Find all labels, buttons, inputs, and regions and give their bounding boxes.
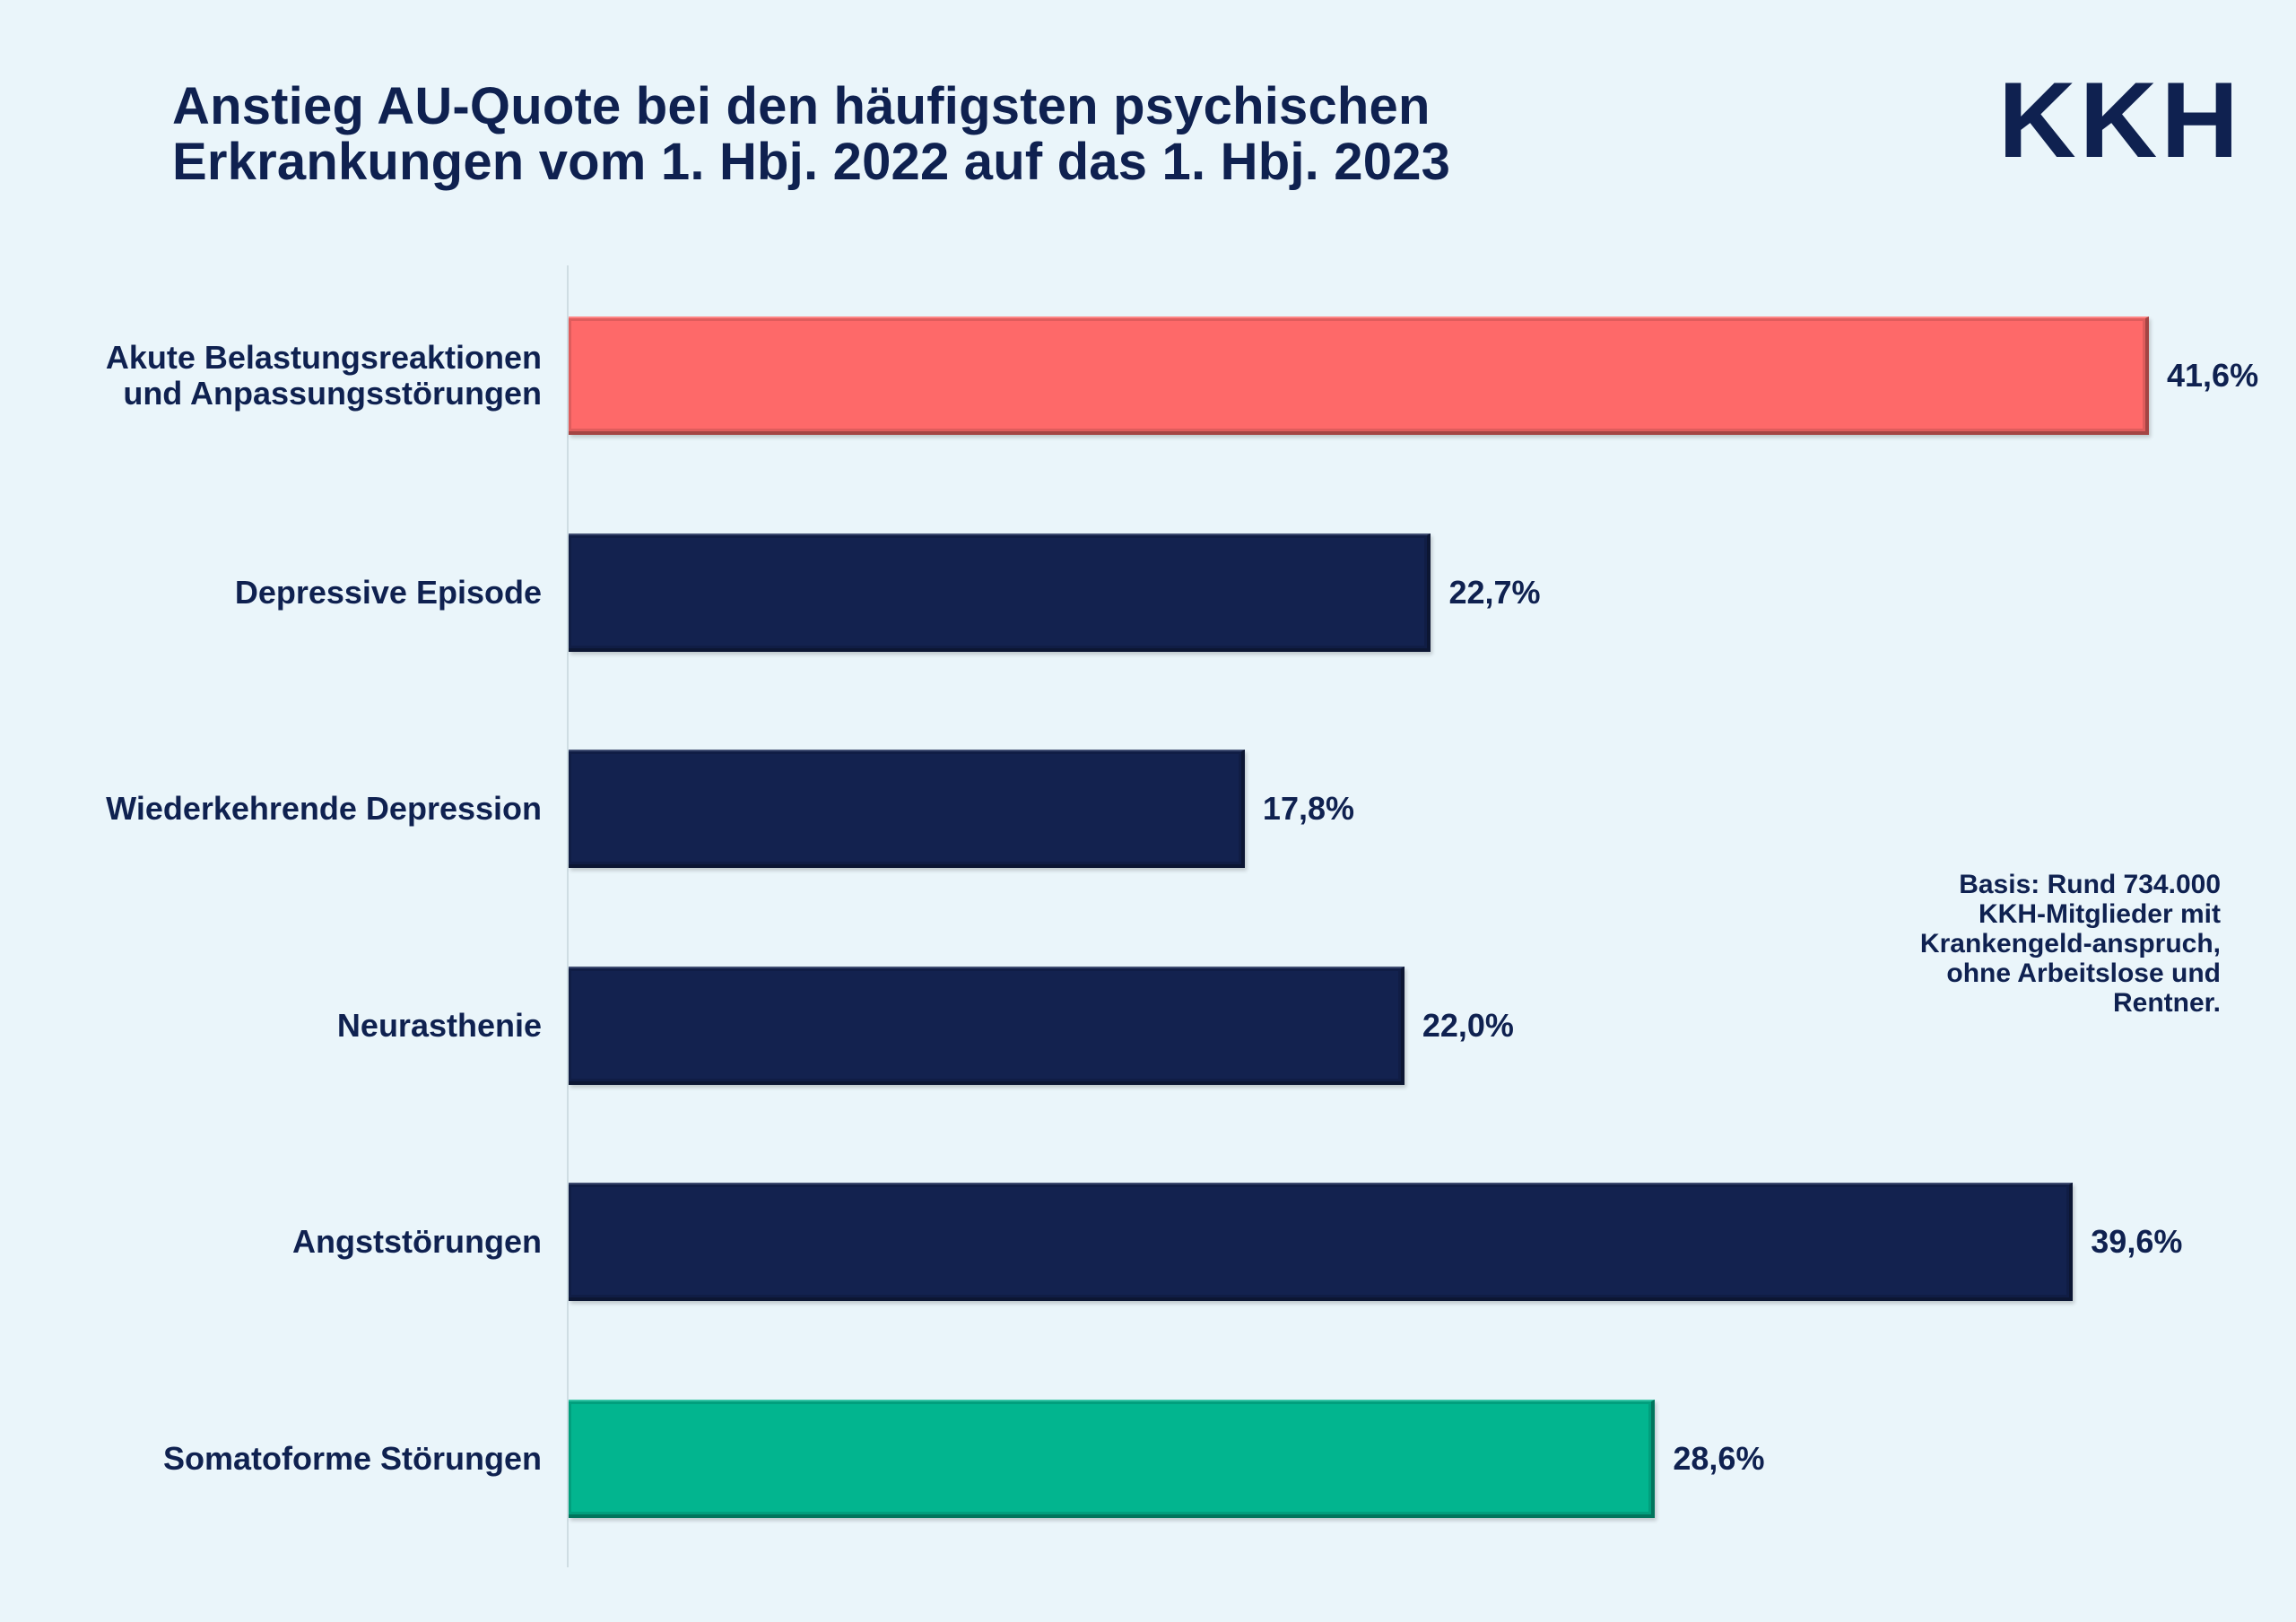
bar [569, 1183, 2074, 1301]
kkh-logo: KKH [1998, 60, 2242, 180]
category-label-line: Neurasthenie [336, 1006, 542, 1044]
basis-note-line: KKH-Mitglieder mit [1979, 899, 2221, 929]
basis-note-line: Basis: Rund 734.000 [1959, 870, 2221, 899]
chart-title-line-2: Erkrankungen vom 1. Hbj. 2022 auf das 1.… [172, 133, 1451, 191]
basis-note-line: ohne Arbeitslose und [1946, 958, 2221, 988]
value-label: 39,6% [2091, 1223, 2183, 1260]
category-label-line: Somatoforme Störungen [162, 1439, 542, 1477]
bar [569, 317, 2149, 435]
bar [569, 533, 1431, 652]
basis-note: Basis: Rund 734.000 KKH-Mitglieder mit K… [1808, 870, 2221, 1018]
value-label: 41,6% [2167, 357, 2259, 394]
category-label-line: Wiederkehrende Depression [106, 790, 542, 827]
value-label: 22,7% [1448, 573, 1541, 611]
category-label-line: Angststörungen [292, 1223, 542, 1260]
category-label: Depressive Episode [4, 573, 542, 611]
category-label-line: Akute Belastungsreaktionen [105, 339, 542, 376]
category-label: Neurasthenie [4, 1006, 542, 1044]
basis-note-line: Rentner. [2112, 988, 2221, 1018]
chart-title-line-1: Anstieg AU-Quote bei den häufigsten psyc… [172, 77, 1431, 135]
category-label: Angststörungen [4, 1224, 542, 1260]
basis-note-line: Krankengeld-anspruch, [1919, 929, 2221, 958]
category-label-line: und Anpassungsstörungen [123, 375, 542, 412]
value-label: 22,0% [1422, 1006, 1514, 1044]
value-label: 28,6% [1673, 1439, 1765, 1477]
category-label: Akute Belastungsreaktionen und Anpassungs… [4, 340, 542, 412]
bar [569, 750, 1245, 868]
category-label-line: Depressive Episode [234, 573, 542, 611]
bar [569, 1399, 1656, 1518]
category-label: Somatoforme Störungen [4, 1439, 542, 1477]
category-axis-line [567, 265, 569, 1567]
category-label: Wiederkehrende Depression [4, 791, 542, 827]
value-label: 17,8% [1262, 790, 1354, 827]
chart-title: Anstieg AU-Quote bei den häufigsten psyc… [172, 79, 1450, 190]
bar [569, 966, 1405, 1085]
